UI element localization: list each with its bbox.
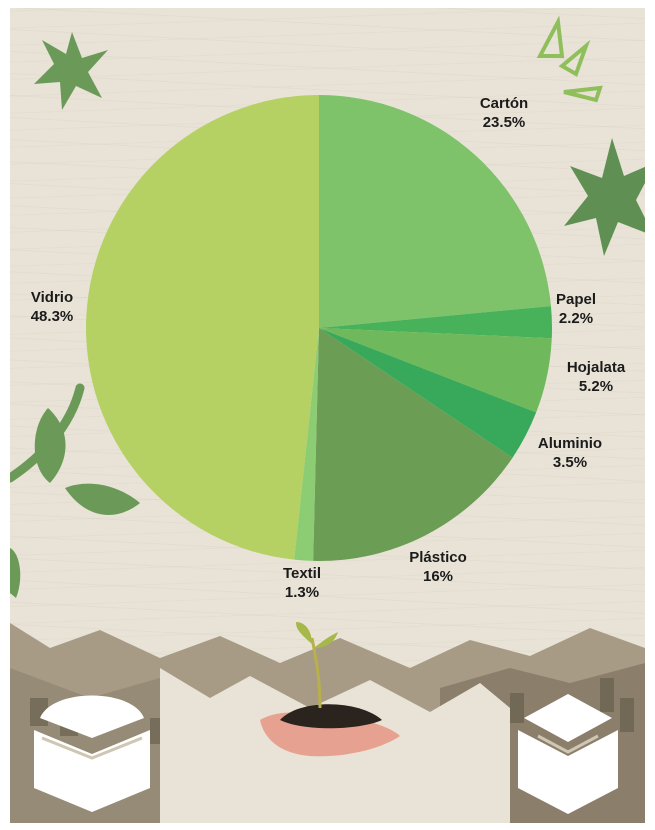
slice-label: Aluminio	[538, 435, 602, 452]
slice-label: Plástico	[409, 549, 467, 566]
infographic-poster: Cartón 23.5% Papel 2.2% Hojalata 5.2% Aluminio…	[10, 8, 645, 823]
pie-slice-hojalata	[319, 328, 552, 413]
pie-slice-vidrio	[86, 95, 320, 560]
slice-label: Textil	[283, 565, 321, 582]
slice-percent-label: 1.3%	[285, 584, 319, 601]
slice-label: Hojalata	[567, 359, 626, 376]
slice-percent-label: 3.5%	[553, 454, 587, 471]
pie-slice-cartón	[319, 95, 551, 328]
book-logo-icon	[34, 695, 150, 812]
star-leaf-icon	[34, 32, 108, 110]
seedling-in-hand-icon	[260, 622, 400, 757]
slice-label: Cartón	[480, 95, 528, 112]
star-leaf-icon	[564, 138, 645, 256]
pie-chart: Cartón 23.5% Papel 2.2% Hojalata 5.2% Aluminio…	[31, 95, 626, 601]
slice-percent-label: 2.2%	[559, 310, 593, 327]
pie-slice-textil	[294, 328, 319, 561]
slice-label: Vidrio	[31, 289, 73, 306]
slice-label: Papel	[556, 291, 596, 308]
sparkle-lines-icon	[536, 15, 603, 103]
leaf-branch-icon	[10, 383, 140, 598]
decorations	[10, 15, 645, 823]
slice-percent-label: 48.3%	[31, 308, 74, 325]
book-logo-icon	[518, 694, 618, 814]
pie-slice-plástico	[313, 328, 513, 562]
pie-slice-aluminio	[319, 328, 537, 458]
slice-percent-label: 16%	[423, 568, 453, 585]
pie-slice-papel	[319, 306, 552, 339]
slice-percent-label: 5.2%	[579, 378, 613, 395]
slice-percent-label: 23.5%	[483, 114, 526, 131]
